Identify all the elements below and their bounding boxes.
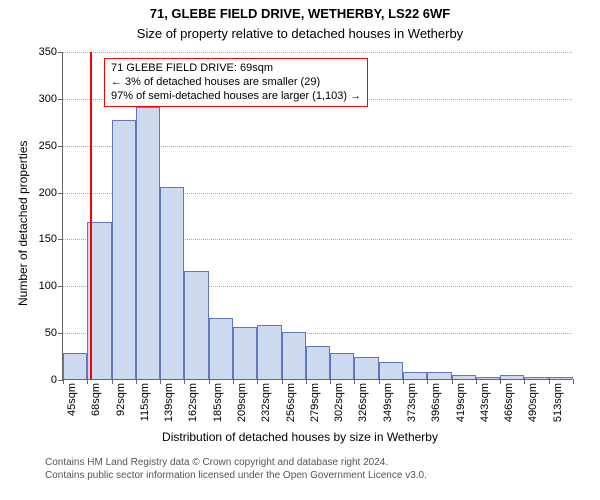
y-tick-label: 0 <box>51 374 63 386</box>
x-tick-label: 419sqm <box>455 379 467 422</box>
histogram-bar <box>354 357 378 379</box>
x-tick-mark <box>403 379 404 384</box>
y-tick-label: 100 <box>39 280 63 292</box>
x-tick-label: 92sqm <box>115 379 127 416</box>
footer-line-1: Contains HM Land Registry data © Crown c… <box>45 456 427 469</box>
histogram-bar <box>209 318 233 379</box>
x-tick-label: 256sqm <box>285 379 297 422</box>
x-tick-label: 302sqm <box>333 379 345 422</box>
y-tick-label: 50 <box>45 327 63 339</box>
x-tick-mark <box>87 379 88 384</box>
x-tick-mark <box>112 379 113 384</box>
x-axis-label: Distribution of detached houses by size … <box>0 430 600 444</box>
x-tick-label: 513sqm <box>552 379 564 422</box>
chart-container: 71, GLEBE FIELD DRIVE, WETHERBY, LS22 6W… <box>0 0 600 500</box>
histogram-bar <box>427 372 451 379</box>
histogram-bar <box>112 120 136 379</box>
x-tick-label: 115sqm <box>139 379 151 421</box>
x-tick-mark <box>306 379 307 384</box>
y-tick-label: 350 <box>39 46 63 58</box>
x-tick-mark <box>549 379 550 384</box>
x-tick-mark <box>573 379 574 384</box>
x-tick-label: 68sqm <box>90 379 102 416</box>
x-tick-mark <box>136 379 137 384</box>
x-tick-label: 232sqm <box>260 379 272 422</box>
histogram-bar <box>184 271 208 379</box>
chart-subtitle: Size of property relative to detached ho… <box>0 26 600 41</box>
y-tick-label: 300 <box>39 93 63 105</box>
y-tick-label: 150 <box>39 233 63 245</box>
x-tick-label: 490sqm <box>527 379 539 422</box>
histogram-bar <box>257 325 281 379</box>
x-tick-label: 466sqm <box>503 379 515 422</box>
x-tick-label: 279sqm <box>309 379 321 422</box>
histogram-bar <box>160 187 184 379</box>
x-tick-mark <box>257 379 258 384</box>
x-tick-mark <box>63 379 64 384</box>
y-axis-label: Number of detached properties <box>16 141 30 306</box>
histogram-bar <box>330 353 354 379</box>
x-tick-label: 185sqm <box>212 379 224 422</box>
x-tick-label: 396sqm <box>430 379 442 422</box>
histogram-bar <box>379 362 403 379</box>
x-tick-label: 209sqm <box>236 379 248 422</box>
histogram-bar <box>282 332 306 379</box>
x-tick-label: 373sqm <box>406 379 418 422</box>
x-tick-label: 349sqm <box>382 379 394 422</box>
histogram-bar <box>306 346 330 379</box>
y-tick-label: 200 <box>39 187 63 199</box>
x-tick-mark <box>282 379 283 384</box>
x-tick-mark <box>476 379 477 384</box>
x-tick-mark <box>452 379 453 384</box>
x-tick-label: 443sqm <box>479 379 491 422</box>
x-tick-label: 326sqm <box>357 379 369 422</box>
grid-line <box>63 52 572 53</box>
histogram-bar <box>403 372 427 379</box>
x-tick-label: 162sqm <box>187 379 199 422</box>
histogram-bar <box>233 327 257 379</box>
x-tick-mark <box>354 379 355 384</box>
y-tick-label: 250 <box>39 140 63 152</box>
annotation-line-3: 97% of semi-detached houses are larger (… <box>111 90 361 104</box>
x-tick-mark <box>160 379 161 384</box>
property-marker-line <box>90 52 92 379</box>
x-tick-label: 139sqm <box>163 379 175 422</box>
x-tick-mark <box>524 379 525 384</box>
x-tick-label: 45sqm <box>66 379 78 416</box>
x-tick-mark <box>209 379 210 384</box>
chart-title: 71, GLEBE FIELD DRIVE, WETHERBY, LS22 6W… <box>0 6 600 21</box>
footer-line-2: Contains public sector information licen… <box>45 469 427 482</box>
histogram-bar <box>136 107 160 379</box>
x-tick-mark <box>500 379 501 384</box>
x-tick-mark <box>330 379 331 384</box>
annotation-box: 71 GLEBE FIELD DRIVE: 69sqm ← 3% of deta… <box>104 58 368 107</box>
annotation-line-1: 71 GLEBE FIELD DRIVE: 69sqm <box>111 62 361 76</box>
histogram-bar <box>63 353 87 379</box>
x-tick-mark <box>233 379 234 384</box>
annotation-line-2: ← 3% of detached houses are smaller (29) <box>111 76 361 90</box>
x-tick-mark <box>379 379 380 384</box>
x-tick-mark <box>427 379 428 384</box>
footer-attribution: Contains HM Land Registry data © Crown c… <box>45 456 427 482</box>
x-tick-mark <box>184 379 185 384</box>
